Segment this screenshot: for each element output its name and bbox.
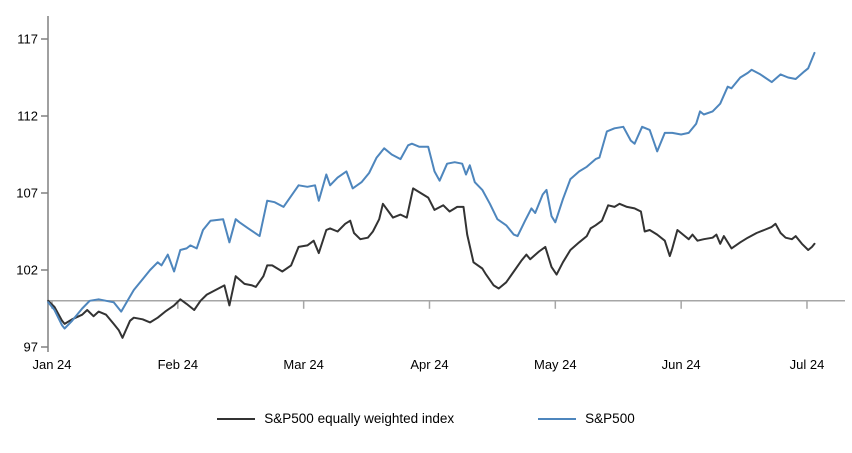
x-tick-label: Feb 24 <box>158 357 198 372</box>
x-tick-label: May 24 <box>534 357 577 372</box>
legend-line-swatch-dark <box>217 418 256 420</box>
legend-label: S&P500 equally weighted index <box>264 411 455 426</box>
legend-line-swatch-blue <box>538 418 577 420</box>
x-tick-label: Jun 24 <box>662 357 701 372</box>
legend-item-sp500-equal-weight: S&P500 equally weighted index <box>217 410 454 428</box>
legend-label: S&P500 <box>585 411 635 426</box>
series-line-sp500-equal-weight <box>47 187 816 339</box>
legend-item-sp500: S&P500 <box>538 410 635 428</box>
x-tick-label: Jul 24 <box>790 357 825 372</box>
x-tick-label: Jan 24 <box>32 357 71 372</box>
y-tick-label: 107 <box>16 186 38 201</box>
y-tick-label: 112 <box>17 109 38 124</box>
x-tick-label: Apr 24 <box>410 357 448 372</box>
x-tick-label: Mar 24 <box>283 357 323 372</box>
series-line-sp500 <box>47 51 816 330</box>
chart-legend: S&P500 equally weighted index S&P500 <box>0 410 852 428</box>
y-tick-label: 117 <box>17 32 38 47</box>
y-tick-label: 97 <box>24 340 38 355</box>
y-tick-label: 102 <box>16 263 38 278</box>
